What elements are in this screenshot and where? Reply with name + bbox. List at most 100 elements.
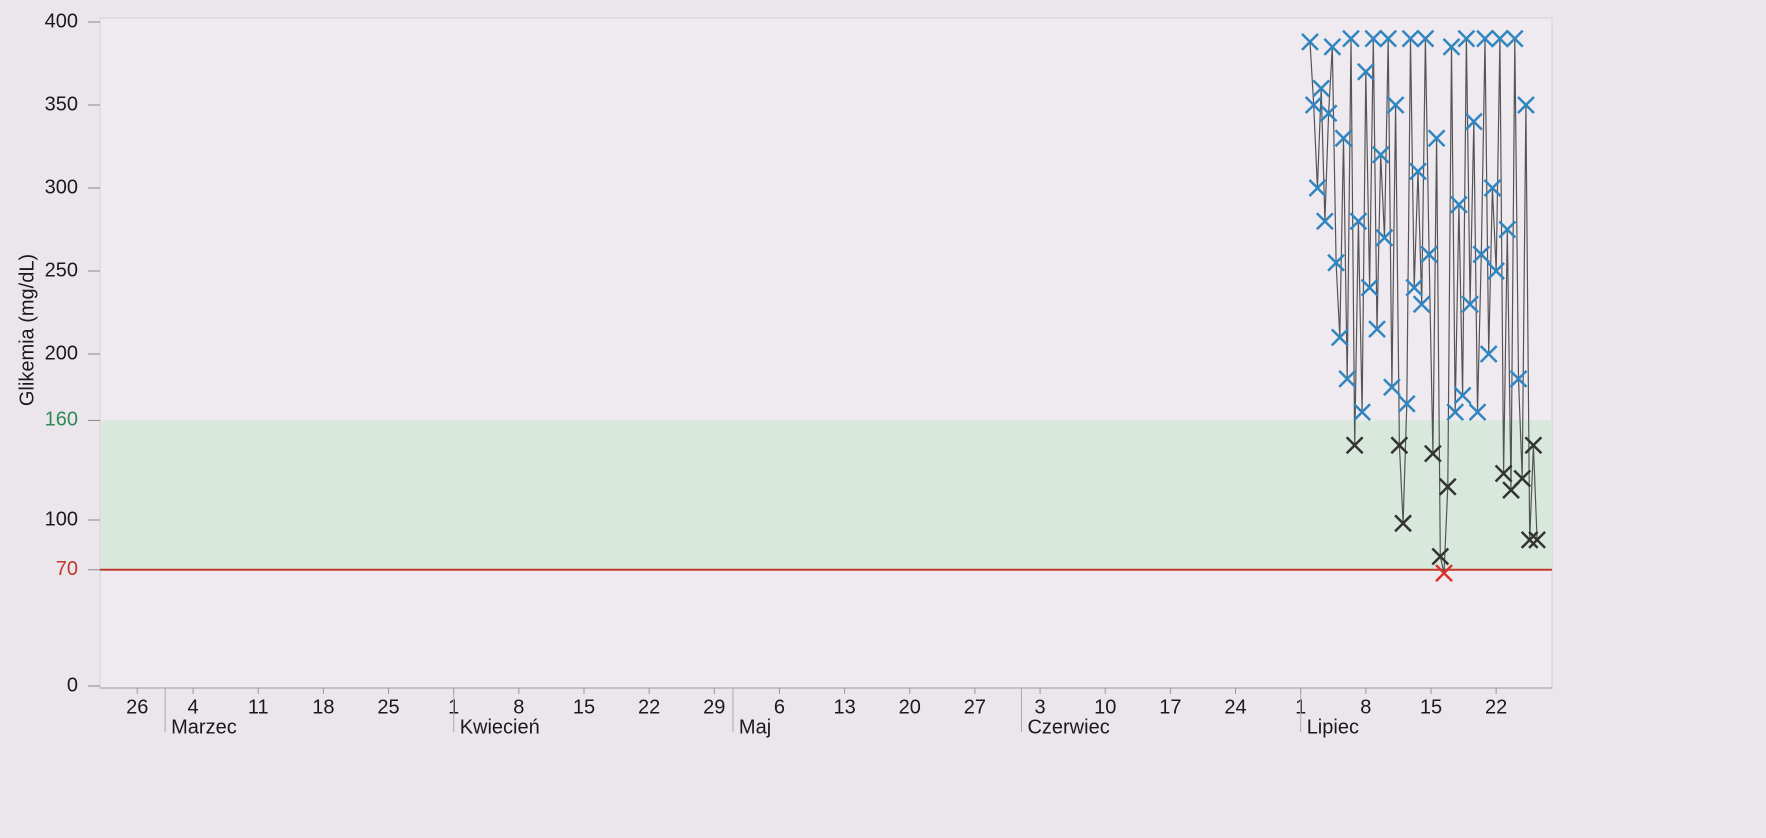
x-tick-label: 25 xyxy=(377,696,399,718)
x-tick-label: 11 xyxy=(248,696,269,718)
glucose-marker xyxy=(1483,179,1502,197)
x-tick-label: 22 xyxy=(1485,696,1507,718)
x-tick-label: 13 xyxy=(833,696,855,718)
glucose-marker xyxy=(1457,29,1476,48)
glucose-marker xyxy=(1487,262,1506,280)
glucose-marker xyxy=(1490,29,1509,48)
glucose-marker xyxy=(1371,145,1390,164)
month-label: Kwiecień xyxy=(460,716,540,738)
y-tick-label: 300 xyxy=(45,176,78,198)
x-tick-label: 4 xyxy=(188,696,199,718)
glucose-marker xyxy=(1368,320,1386,338)
glucose-marker xyxy=(1379,29,1398,48)
glucose-marker xyxy=(1397,394,1416,413)
month-label: Marzec xyxy=(171,716,237,738)
x-tick-label: 15 xyxy=(573,696,595,718)
glucose-marker xyxy=(1316,212,1334,231)
glucose-marker xyxy=(1383,378,1401,397)
glucose-marker xyxy=(1423,444,1442,463)
glucose-marker xyxy=(1505,29,1524,48)
glucose-marker xyxy=(1323,38,1342,56)
y-tick-label: 70 xyxy=(56,558,78,580)
glucose-marker xyxy=(1416,29,1435,48)
glucose-marker xyxy=(1304,96,1323,114)
y-tick-label: 350 xyxy=(45,93,78,115)
glucose-marker xyxy=(1420,245,1439,264)
glucose-marker xyxy=(1446,403,1465,421)
x-tick-label: 24 xyxy=(1224,696,1246,718)
x-tick-label: 27 xyxy=(964,696,986,718)
x-tick-label: 6 xyxy=(774,696,785,718)
glucose-marker xyxy=(1520,531,1539,549)
glucose-marker xyxy=(1345,436,1364,455)
glucose-marker xyxy=(1349,212,1368,231)
glucose-marker xyxy=(1409,162,1427,181)
glucose-marker xyxy=(1390,436,1409,455)
glucose-marker xyxy=(1319,104,1338,123)
glucose-line xyxy=(1309,38,1538,574)
x-tick-label: 18 xyxy=(312,696,334,718)
x-tick-label: 22 xyxy=(638,696,660,718)
glucose-marker xyxy=(1438,477,1457,496)
glucose-marker xyxy=(1364,29,1383,48)
glucose-marker xyxy=(1356,62,1375,81)
glucose-marker xyxy=(1468,403,1487,421)
x-tick-label: 26 xyxy=(126,696,148,718)
glucose-marker xyxy=(1312,79,1331,98)
month-label: Lipiec xyxy=(1307,716,1359,738)
x-tick-label: 20 xyxy=(899,696,921,718)
y-tick-label: 100 xyxy=(45,508,78,530)
plot-area xyxy=(99,17,1553,689)
y-tick-label: 0 xyxy=(67,674,78,696)
glucose-marker xyxy=(1405,278,1424,297)
x-tick-label: 3 xyxy=(1035,696,1046,718)
y-tick-label: 200 xyxy=(45,342,78,364)
glucose-marker xyxy=(1498,220,1517,239)
x-tick-label: 8 xyxy=(513,696,524,718)
x-tick-label: 8 xyxy=(1360,696,1371,718)
glucose-marker xyxy=(1524,436,1543,455)
y-tick-label: 250 xyxy=(45,259,78,281)
glucose-marker xyxy=(1360,278,1379,297)
glucose-marker xyxy=(1431,547,1450,566)
glucose-marker xyxy=(1464,112,1483,131)
glucose-marker xyxy=(1476,29,1494,48)
x-tick-label: 17 xyxy=(1159,696,1181,718)
month-label: Maj xyxy=(739,716,771,738)
glucose-marker xyxy=(1394,514,1412,533)
glucose-marker xyxy=(1342,29,1360,48)
glucose-marker xyxy=(1334,129,1353,148)
glucose-marker xyxy=(1330,328,1349,347)
glucose-marker xyxy=(1479,345,1498,363)
glucose-marker xyxy=(1386,96,1405,114)
target-band xyxy=(101,420,1552,570)
glucose-marker xyxy=(1338,370,1357,388)
glucose-marker xyxy=(1308,179,1327,197)
y-tick-label: 400 xyxy=(45,10,78,32)
x-tick-label: 10 xyxy=(1094,696,1116,718)
glucose-marker xyxy=(1509,370,1528,388)
x-tick-label: 15 xyxy=(1420,696,1442,718)
glucose-marker xyxy=(1427,129,1446,148)
glucose-marker xyxy=(1353,403,1372,421)
glucose-marker xyxy=(1327,253,1345,272)
month-label: Czerwiec xyxy=(1027,716,1109,738)
glucose-marker xyxy=(1442,38,1461,56)
glucose-marker xyxy=(1412,295,1431,314)
glucose-marker xyxy=(1375,228,1394,247)
glucose-marker xyxy=(1528,531,1546,549)
glucose-marker xyxy=(1494,464,1513,483)
glucose-marker xyxy=(1472,245,1491,264)
glucose-marker xyxy=(1401,29,1420,48)
glucose-marker xyxy=(1517,96,1535,114)
glucose-marker xyxy=(1301,33,1319,51)
glucose-marker xyxy=(1453,386,1472,405)
glucose-marker xyxy=(1461,295,1479,314)
glucose-marker xyxy=(1435,564,1453,583)
glucose-marker xyxy=(1513,469,1532,488)
x-tick-label: 29 xyxy=(703,696,725,718)
glucose-marker xyxy=(1450,195,1468,214)
y-axis-label: Glikemia (mg/dL) xyxy=(16,254,38,406)
y-tick-label: 160 xyxy=(45,409,78,431)
